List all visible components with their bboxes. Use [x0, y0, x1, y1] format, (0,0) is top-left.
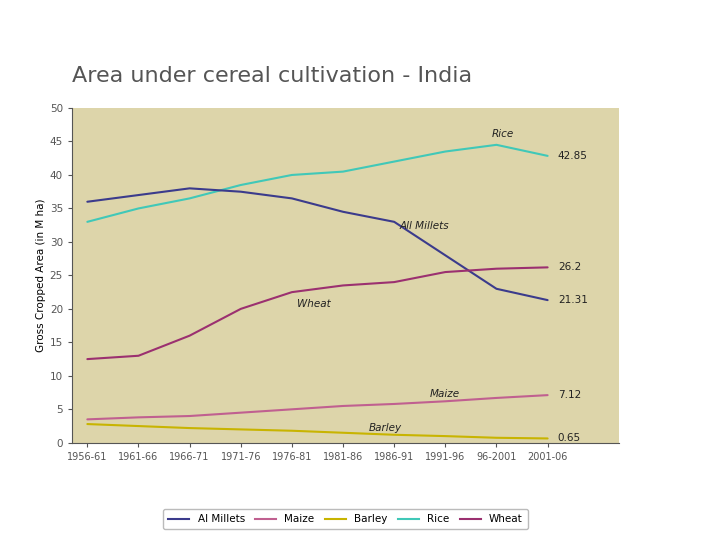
Text: 42.85: 42.85 [558, 151, 588, 161]
Y-axis label: Gross Cropped Area (in M ha): Gross Cropped Area (in M ha) [35, 199, 45, 352]
Text: Area under cereal cultivation - India: Area under cereal cultivation - India [72, 66, 472, 86]
Text: 7.12: 7.12 [558, 390, 581, 400]
Text: Rice: Rice [491, 129, 513, 139]
Text: 26.2: 26.2 [558, 262, 581, 272]
Text: Barley: Barley [369, 423, 402, 434]
Legend: Al Millets, Maize, Barley, Rice, Wheat: Al Millets, Maize, Barley, Rice, Wheat [163, 509, 528, 529]
Text: Maize: Maize [430, 389, 460, 399]
Text: Wheat: Wheat [297, 299, 330, 309]
Text: 0.65: 0.65 [558, 434, 581, 443]
Text: All Millets: All Millets [400, 220, 449, 231]
Text: 21.31: 21.31 [558, 295, 588, 305]
